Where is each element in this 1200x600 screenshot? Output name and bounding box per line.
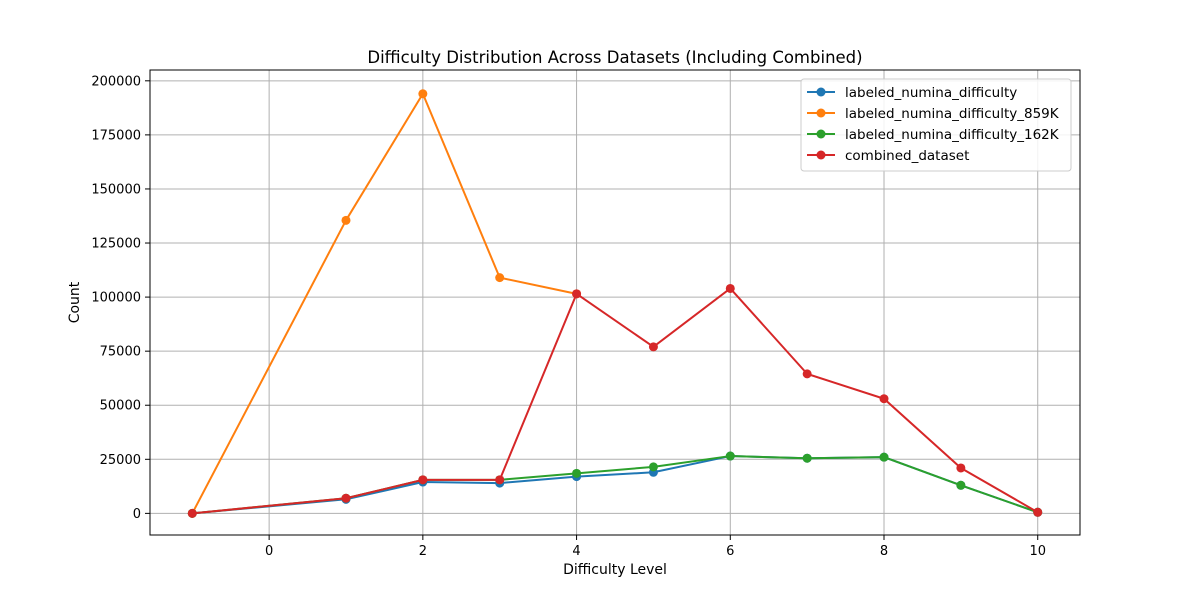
y-tick-label: 75000 bbox=[100, 345, 141, 360]
legend-item: labeled_numina_difficulty bbox=[807, 85, 1017, 101]
y-tick-label: 125000 bbox=[91, 237, 141, 252]
data-point-combined_dataset bbox=[187, 508, 197, 518]
y-tick-label: 200000 bbox=[91, 74, 141, 89]
data-point-labeled_numina_difficulty_859K bbox=[495, 273, 505, 283]
data-point-labeled_numina_difficulty_859K bbox=[418, 89, 428, 99]
data-point-labeled_numina_difficulty_162K bbox=[879, 452, 889, 462]
x-axis-title: Difficulty Level bbox=[563, 562, 667, 578]
legend-marker bbox=[816, 129, 826, 139]
data-point-combined_dataset bbox=[495, 475, 505, 485]
data-point-combined_dataset bbox=[802, 369, 812, 379]
x-tick-label: 10 bbox=[1029, 544, 1046, 559]
data-point-labeled_numina_difficulty_162K bbox=[725, 451, 735, 461]
data-point-combined_dataset bbox=[956, 463, 966, 473]
y-tick-label: 175000 bbox=[91, 128, 141, 143]
y-tick-label: 150000 bbox=[91, 182, 141, 197]
data-point-combined_dataset bbox=[879, 394, 889, 404]
grid-lines bbox=[150, 70, 1080, 535]
data-point-combined_dataset bbox=[572, 289, 582, 299]
legend-item: combined_dataset bbox=[807, 148, 969, 164]
series-combined_dataset bbox=[187, 283, 1043, 518]
data-point-labeled_numina_difficulty_162K bbox=[956, 480, 966, 490]
data-point-combined_dataset bbox=[341, 493, 351, 503]
x-tick-label: 2 bbox=[419, 544, 427, 559]
x-tick-label: 8 bbox=[880, 544, 888, 559]
legend-marker bbox=[816, 87, 826, 97]
x-tick-label: 6 bbox=[726, 544, 734, 559]
y-axis-title: Count bbox=[67, 281, 83, 323]
data-point-combined_dataset bbox=[418, 475, 428, 485]
legend-label: labeled_numina_difficulty_859K bbox=[845, 106, 1060, 122]
data-point-labeled_numina_difficulty_162K bbox=[648, 462, 658, 472]
legend-marker bbox=[816, 108, 826, 118]
data-point-combined_dataset bbox=[1033, 507, 1043, 517]
legend-marker bbox=[816, 150, 826, 160]
y-tick-label: 25000 bbox=[100, 453, 141, 468]
data-point-labeled_numina_difficulty_162K bbox=[572, 468, 582, 478]
legend-label: labeled_numina_difficulty_162K bbox=[845, 127, 1060, 143]
legend-label: combined_dataset bbox=[845, 148, 969, 164]
legend-item: labeled_numina_difficulty_859K bbox=[807, 106, 1060, 122]
legend: labeled_numina_difficulty labeled_numina_… bbox=[800, 78, 1072, 172]
data-point-combined_dataset bbox=[648, 342, 658, 352]
y-tick-label: 100000 bbox=[91, 291, 141, 306]
data-point-labeled_numina_difficulty_859K bbox=[341, 215, 351, 225]
chart-title: Difficulty Distribution Across Datasets … bbox=[367, 48, 862, 67]
legend-label: labeled_numina_difficulty bbox=[845, 85, 1017, 101]
data-point-labeled_numina_difficulty_162K bbox=[802, 453, 812, 463]
x-tick-label: 4 bbox=[572, 544, 580, 559]
y-tick-label: 50000 bbox=[100, 399, 141, 414]
data-point-combined_dataset bbox=[725, 283, 735, 293]
y-tick-label: 0 bbox=[133, 507, 141, 522]
x-tick-label: 0 bbox=[265, 544, 273, 559]
legend-box bbox=[800, 78, 1072, 172]
axis-ticks: 0 2 4 6 8 10 0 25000 50000 75000 100000 125000 15000… bbox=[91, 74, 1046, 559]
series-group bbox=[187, 89, 1043, 518]
legend-item: labeled_numina_difficulty_162K bbox=[807, 127, 1060, 143]
plot-frame bbox=[149, 69, 1081, 536]
